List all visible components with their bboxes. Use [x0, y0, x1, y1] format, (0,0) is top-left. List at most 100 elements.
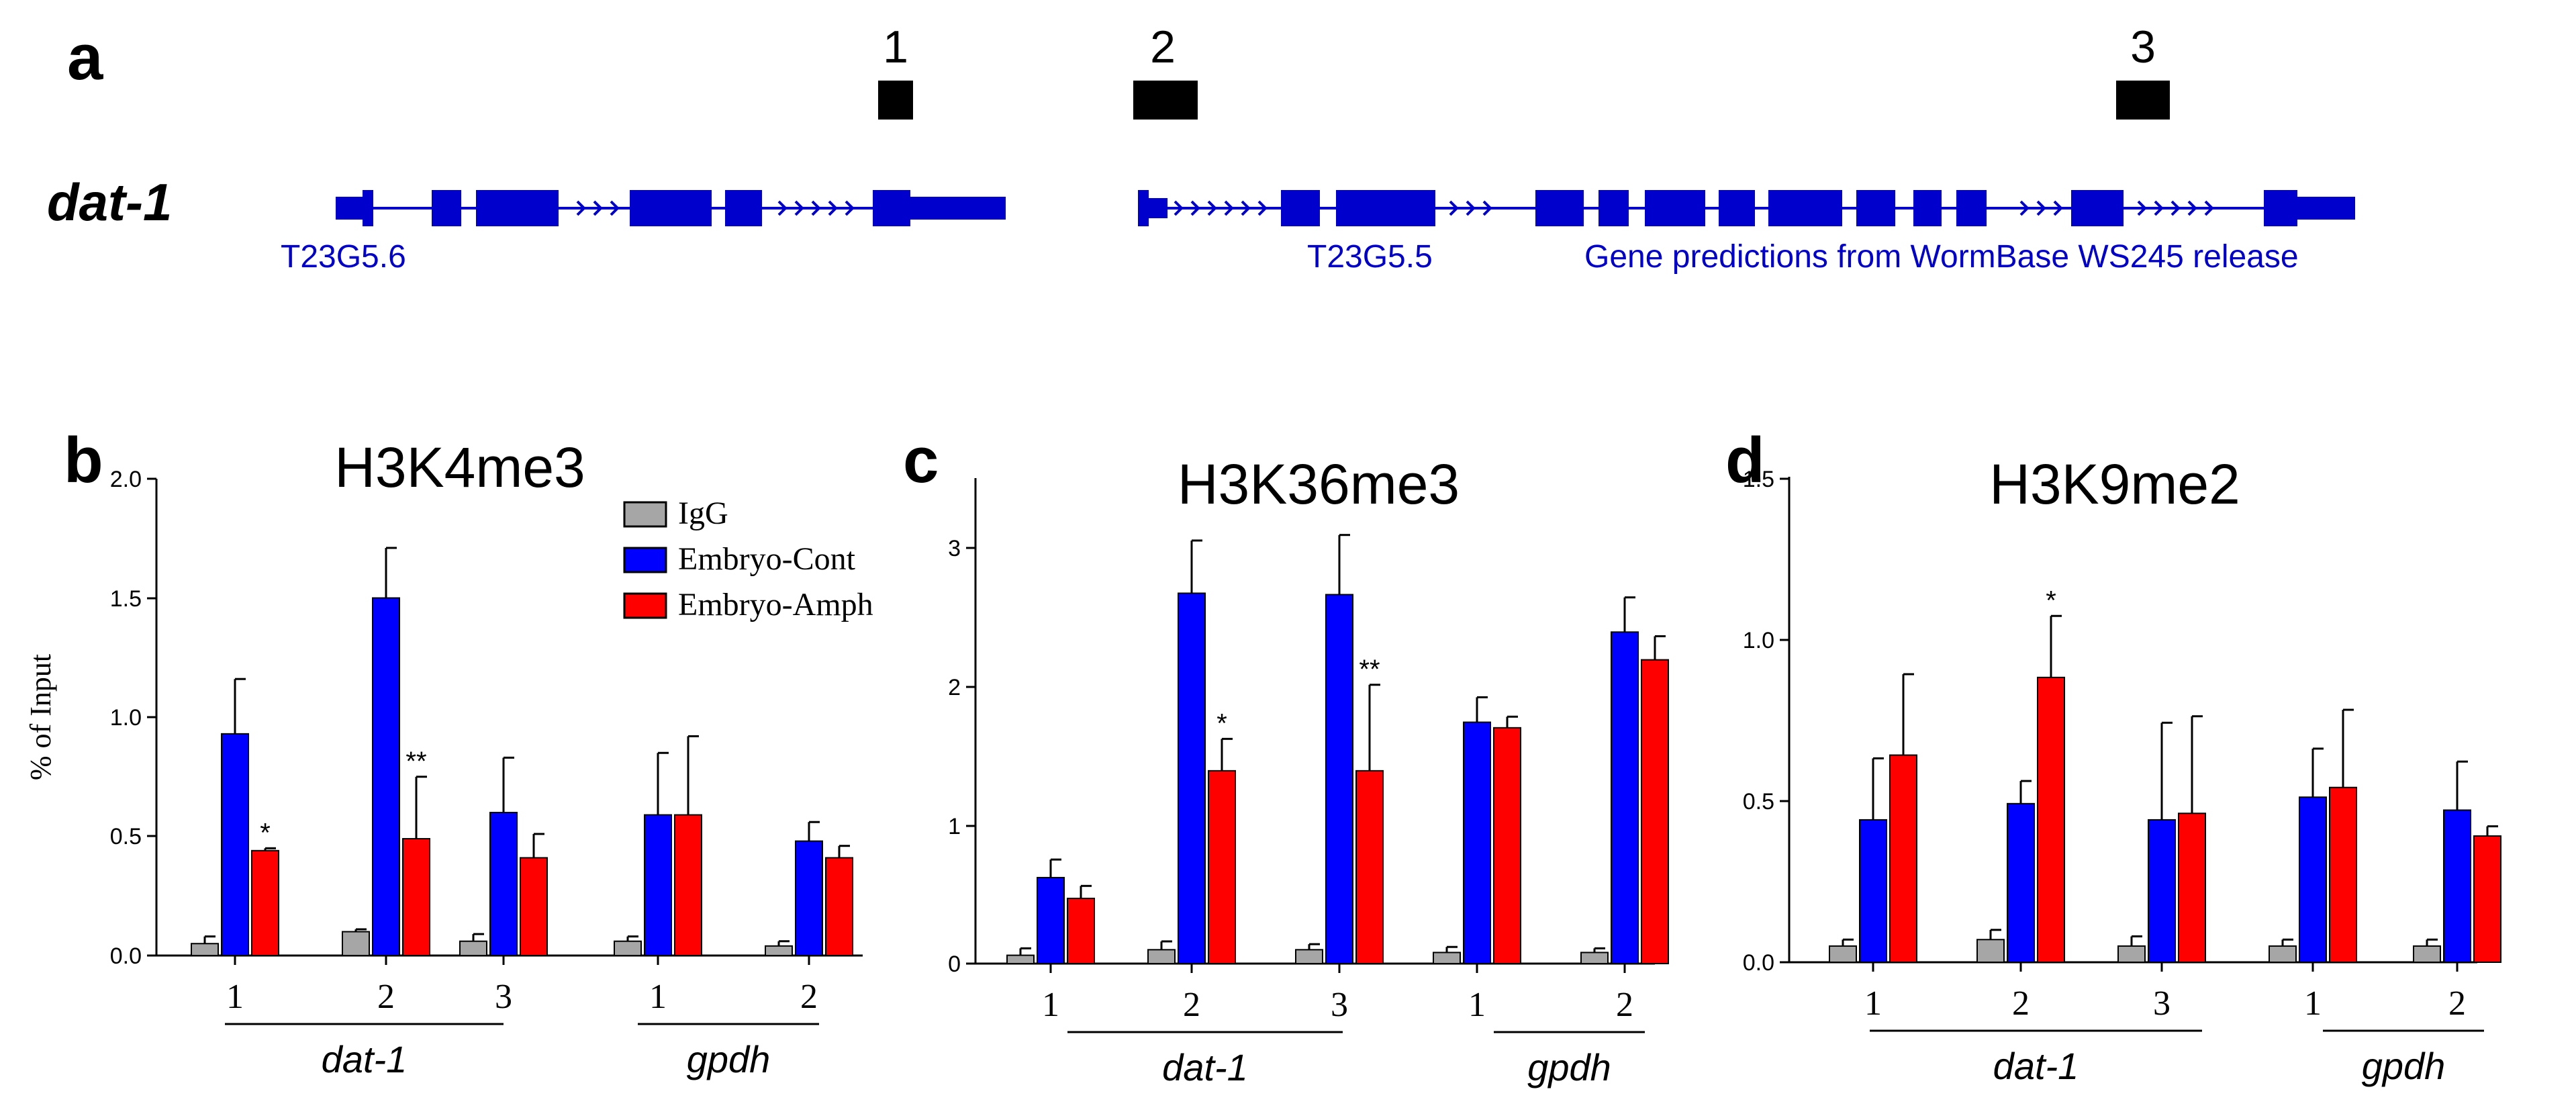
bar: [1611, 631, 1639, 965]
bar: [674, 814, 702, 957]
x-tick-label: 2: [800, 978, 818, 1016]
x-tick-label: 2: [2448, 984, 2466, 1023]
bar: [1006, 954, 1035, 964]
bar: [2037, 676, 2065, 964]
x-tick-label: 2: [1616, 986, 1633, 1024]
y-axis-label: % of Input: [24, 654, 57, 780]
x-tick-label: 1: [226, 978, 244, 1016]
bar: [2148, 819, 2176, 964]
bar: [251, 849, 279, 957]
bar: [2117, 945, 2146, 964]
legend-swatch: [623, 547, 667, 573]
bar: [1147, 949, 1176, 965]
amplicon-3-label: 3: [2130, 21, 2156, 73]
gene-model-t23g5-5: [1138, 190, 2355, 226]
panel-a-label: a: [67, 21, 103, 93]
x-tick-label: 2: [377, 978, 395, 1016]
chart-h3k9me2: d H3K9me2 0.0 0.5 1.0 1.5 1 2 3 1 2 * dat-1 gpdh: [1725, 424, 2501, 1087]
significance-marker: *: [260, 818, 271, 847]
group-label: gpdh: [1527, 1046, 1611, 1088]
y-tick-label: 2.0: [110, 467, 142, 492]
significance-marker: *: [2046, 586, 2056, 615]
bar: [2269, 945, 2297, 964]
amplicon-3-marker: [2116, 81, 2170, 120]
bar: [2299, 796, 2327, 964]
bar: [402, 838, 430, 957]
legend-label: IgG: [678, 496, 728, 531]
y-tick-label: 0.5: [110, 824, 142, 849]
bar: [1976, 939, 2005, 964]
bar: [1463, 721, 1491, 964]
x-tick-label: 2: [2012, 984, 2030, 1023]
wormbase-source-label: Gene predictions from WormBase WS245 rel…: [1584, 239, 2299, 275]
bar: [1325, 594, 1353, 964]
panel-label: b: [64, 424, 103, 496]
bar: [459, 940, 487, 956]
panel-label: d: [1725, 424, 1765, 496]
gene-model-t23g5-6: [336, 190, 1006, 226]
x-tick-label: 3: [1331, 986, 1348, 1024]
legend-label: Embryo-Cont: [678, 541, 856, 577]
y-tick-label: 1.5: [1743, 467, 1774, 492]
y-tick-label: 0.0: [110, 943, 142, 969]
bar: [795, 840, 823, 956]
bar: [614, 940, 642, 956]
bar: [1859, 819, 1887, 964]
group-label: dat-1: [1162, 1046, 1248, 1088]
bar: [1641, 659, 1669, 964]
x-tick-label: 1: [2304, 984, 2322, 1023]
bar: [2329, 786, 2357, 963]
x-tick-label: 1: [649, 978, 667, 1016]
bar: [1295, 949, 1323, 965]
y-tick-label: 0.0: [1743, 950, 1774, 976]
bar: [489, 812, 518, 956]
bar: [1355, 770, 1384, 964]
significance-marker: *: [1217, 708, 1227, 738]
y-tick-label: 1.0: [110, 705, 142, 731]
bar: [1889, 754, 1917, 964]
y-tick-label: 3: [948, 536, 961, 561]
bar: [342, 931, 370, 956]
significance-marker: **: [1359, 655, 1380, 684]
chart-title: H3K4me3: [334, 436, 585, 499]
x-tick-label: 1: [1468, 986, 1486, 1024]
bar: [520, 857, 548, 956]
bar: [1037, 876, 1065, 964]
amplicon-1-marker: [878, 81, 913, 120]
x-tick-label: 2: [1183, 986, 1200, 1024]
y-tick-label: 1.0: [1743, 628, 1774, 653]
x-tick-label: 3: [495, 978, 512, 1016]
significance-marker: **: [406, 747, 426, 776]
gene-t23g5-6-label: T23G5.6: [281, 239, 406, 275]
amplicon-2-label: 2: [1150, 21, 1176, 73]
group-label: gpdh: [687, 1038, 771, 1080]
chart-title: H3K9me2: [1989, 453, 2240, 516]
group-label: gpdh: [2362, 1045, 2446, 1087]
amplicon-2-marker: [1133, 81, 1198, 120]
bar: [2178, 813, 2206, 964]
x-tick-label: 1: [1042, 986, 1059, 1024]
legend-swatch: [623, 501, 667, 528]
bar: [1829, 945, 1857, 964]
y-tick-label: 1: [948, 814, 961, 839]
y-tick-label: 1.5: [110, 586, 142, 612]
x-tick-label: 1: [1864, 984, 1882, 1023]
gene-name-label: dat-1: [47, 173, 172, 232]
bar: [1433, 951, 1461, 964]
bar: [2413, 945, 2441, 964]
bar: [1493, 727, 1521, 965]
bar: [825, 857, 853, 956]
group-label: dat-1: [322, 1038, 408, 1080]
bar: [1178, 592, 1206, 964]
bar: [1067, 897, 1095, 964]
amplicon-1-label: 1: [883, 21, 908, 73]
y-tick-label: 0: [948, 951, 961, 977]
gene-structure-panel: a dat-1 1 2 3 T23G5.6: [47, 21, 2355, 275]
group-label: dat-1: [1993, 1045, 2079, 1087]
y-tick-label: 0.5: [1743, 789, 1774, 815]
legend-swatch: [623, 592, 667, 619]
legend-label: Embryo-Amph: [678, 587, 873, 622]
bar: [2473, 835, 2501, 964]
